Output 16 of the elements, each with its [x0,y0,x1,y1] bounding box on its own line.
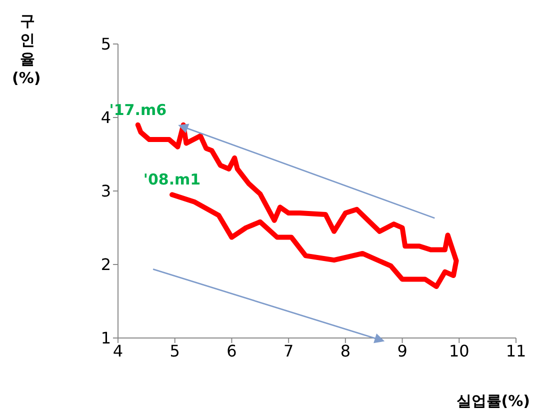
y-tick-label: 5 [100,34,111,54]
y-tick-label: 1 [100,328,111,348]
annotation: '08.m1 [143,170,201,189]
y-tick-label: 4 [100,108,111,128]
x-tick-label: 8 [340,341,351,360]
y-tick-label: 2 [100,255,111,274]
x-tick-label: 7 [283,341,294,360]
x-tick-label: 9 [397,341,408,360]
annotation: '17.m6 [109,100,167,119]
x-tick-label: 5 [170,341,180,360]
x-tick-label: 10 [448,341,470,360]
x-tick-label: 6 [226,341,237,360]
x-tick-label: 4 [112,341,124,360]
y-tick-label: 3 [100,182,111,201]
x-tick-label: 11 [506,341,526,360]
y-axis-title: 구인율(%) [12,12,41,87]
